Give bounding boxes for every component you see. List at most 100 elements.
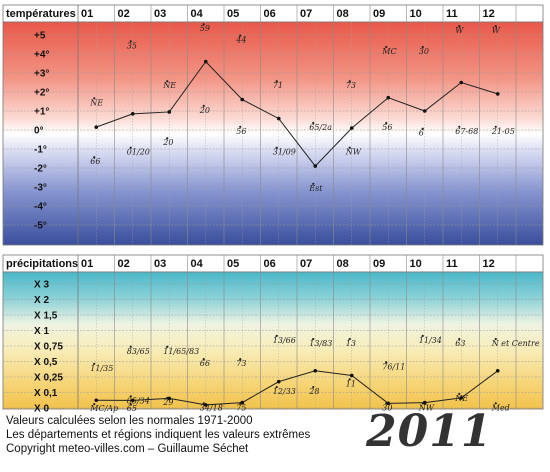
annotation-dot — [93, 97, 96, 100]
annotation-label: MC — [381, 47, 396, 56]
annotation-dot — [421, 334, 424, 337]
data-point — [276, 379, 281, 384]
month-label: 04 — [191, 258, 204, 270]
month-label: 09 — [373, 8, 385, 20]
annotation-label: 56 — [382, 123, 392, 132]
y-tick-label: X 0 — [34, 404, 49, 415]
annotation-dot — [93, 362, 96, 365]
precipitation-plot-bg — [2, 271, 544, 410]
annotation-label: 66 — [200, 359, 210, 368]
annotation-dot — [312, 385, 315, 389]
y-tick-label: -1° — [34, 145, 47, 156]
month-label: 08 — [337, 8, 349, 20]
annotation-dot — [93, 156, 96, 159]
annotation-dot — [275, 80, 278, 83]
data-point — [276, 116, 281, 121]
y-tick-label: -4° — [34, 202, 47, 213]
annotation-dot — [202, 104, 205, 107]
annotation-label: 05/34 — [127, 396, 150, 405]
annotation-dot — [458, 392, 461, 396]
annotation-label: NW — [345, 148, 362, 157]
annotation-label: NE — [162, 81, 176, 90]
y-tick-label: X 0,25 — [34, 373, 63, 384]
annotation-label: 20 — [162, 138, 173, 147]
data-point — [94, 125, 99, 129]
annotation-label: N et Centre — [491, 339, 540, 348]
annotation-label: 13 — [346, 339, 356, 348]
precipitation-month-labels: 01 02 03 04 05 06 07 08 09 10 11 12 — [81, 258, 495, 270]
y-tick-label: 0° — [34, 126, 44, 137]
annotation-label: 65 — [127, 404, 137, 413]
data-point — [203, 403, 208, 407]
annotation-label: NW — [418, 403, 435, 412]
y-tick-label: X 0,1 — [34, 388, 58, 399]
annotation-label: 13/83 — [309, 339, 332, 348]
precipitation-header-label: précipitations — [6, 258, 78, 270]
annotation-dot — [348, 80, 351, 83]
precipitation-points — [94, 369, 500, 407]
month-label: 12 — [483, 258, 495, 270]
data-point — [422, 400, 427, 405]
y-tick-label: X 0,75 — [34, 342, 63, 353]
annotation-dot — [494, 25, 497, 28]
annotation-dot — [348, 378, 351, 381]
annotation-label: 76/11 — [382, 362, 405, 371]
annotation-label: 11/35 — [90, 364, 113, 373]
annotation-dot — [421, 127, 424, 130]
footer-line-1: Valeurs calculées selon les normales 197… — [6, 415, 253, 427]
annotation-dot — [202, 358, 205, 361]
month-label: 12 — [483, 8, 495, 20]
temperature-grid — [3, 5, 543, 245]
month-label: 03 — [154, 8, 166, 20]
precipitation-series-line — [96, 370, 499, 406]
data-point — [495, 369, 500, 373]
annotation-dot — [166, 80, 169, 83]
annotation-dot — [93, 403, 96, 406]
annotation-label: 63 — [455, 339, 465, 348]
month-label: 10 — [410, 8, 422, 20]
annotation-label: 6 — [419, 129, 424, 138]
y-tick-label: +3° — [34, 69, 49, 80]
data-point — [94, 398, 99, 403]
annotation-label: 12/33 — [273, 387, 296, 396]
annotation-label: 65/2a — [309, 123, 332, 132]
annotation-dot — [312, 337, 315, 341]
annotation-dot — [312, 182, 315, 185]
data-point — [240, 400, 245, 405]
annotation-dot — [239, 358, 242, 361]
annotation-label: 73 — [346, 81, 356, 90]
temperature-plot-bg — [2, 21, 544, 246]
annotation-dot — [458, 25, 461, 28]
annotation-label: MC/Ap — [89, 404, 118, 413]
annotation-dot — [275, 334, 278, 337]
month-label: 11 — [446, 258, 458, 270]
annotation-dot — [385, 361, 388, 364]
annotation-dot — [239, 34, 242, 37]
annotation-label: 28 — [308, 387, 319, 396]
annotation-label: 67-68 — [455, 127, 478, 136]
y-tick-label: X 1,5 — [34, 311, 58, 322]
temperature-panel: températures 01 02 03 04 05 06 07 08 09 10 11 12 +5… — [2, 4, 544, 246]
annotation-dot — [458, 337, 461, 341]
annotation-dot — [129, 345, 132, 348]
month-label: 02 — [118, 8, 130, 20]
month-label: 08 — [337, 258, 349, 270]
month-label: 01 — [81, 8, 93, 20]
month-label: 11 — [446, 8, 458, 20]
month-label: 02 — [118, 258, 130, 270]
annotation-label: Med — [491, 403, 510, 412]
data-point — [349, 373, 354, 378]
annotation-dot — [494, 125, 497, 128]
annotation-label: W — [492, 26, 501, 35]
annotation-label: 66 — [90, 157, 100, 166]
y-tick-label: -5° — [34, 221, 47, 232]
annotation-label: NE — [89, 98, 103, 107]
annotation-dot — [494, 402, 497, 405]
data-point — [130, 398, 135, 403]
annotation-label: 11 — [346, 379, 356, 388]
data-point — [203, 59, 208, 64]
y-tick-label: X 0,5 — [34, 357, 58, 368]
annotation-label: 75 — [236, 403, 246, 412]
